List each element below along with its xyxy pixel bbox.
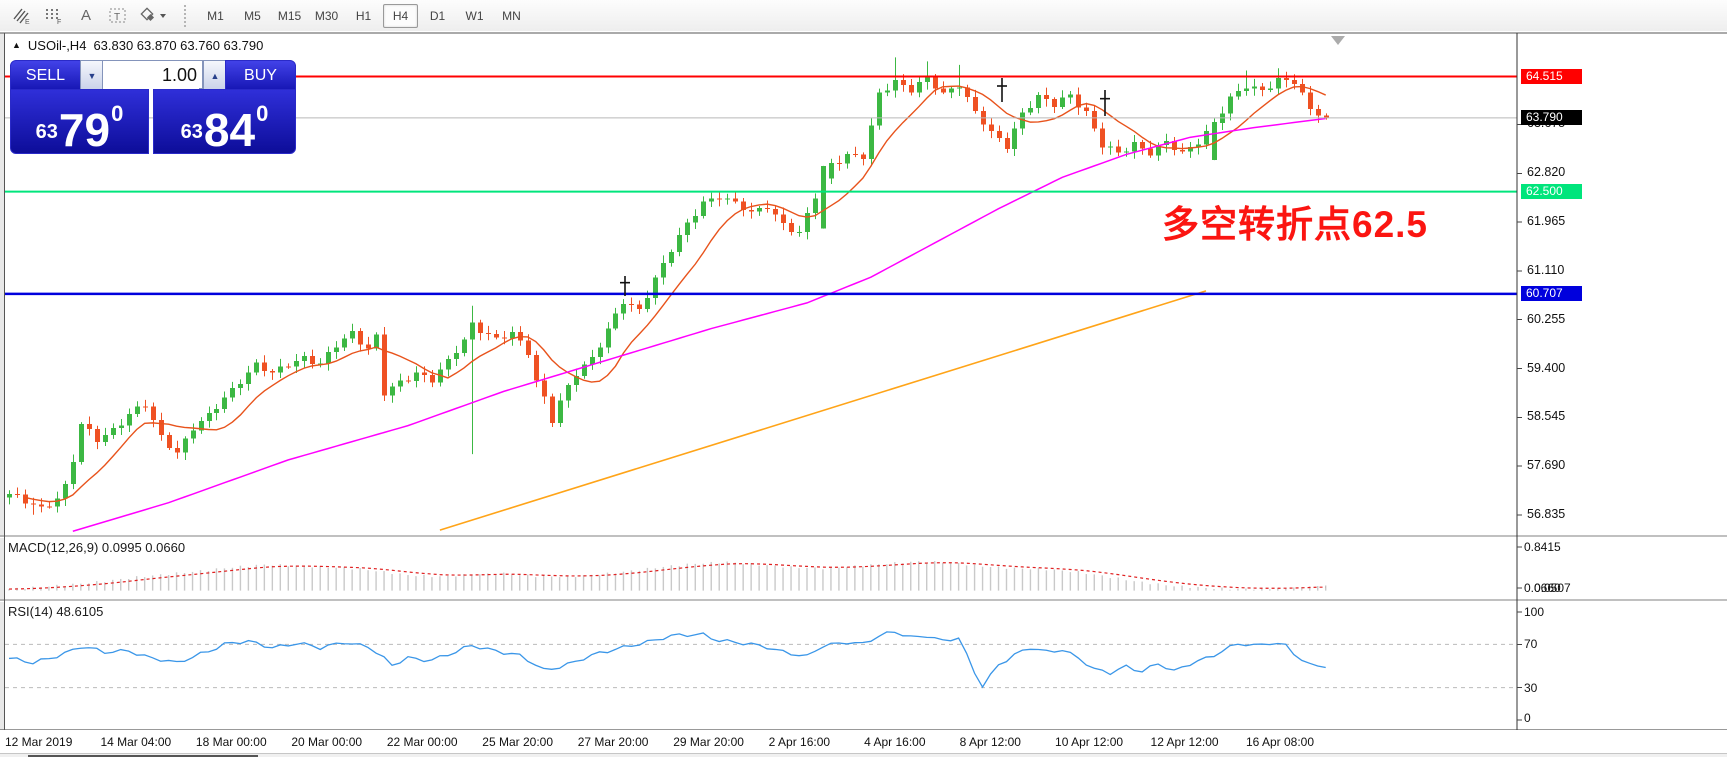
one-click-trade-panel: SELL ▼ ▲ BUY 63 79 0 63 84 0	[10, 58, 296, 154]
sell-button[interactable]: SELL	[10, 60, 81, 91]
chart-annotation-text: 多空转折点62.5	[1162, 204, 1429, 245]
time-label-8: 2 Apr 16:00	[768, 735, 831, 749]
price-tick-60.255: 60.255	[1527, 312, 1566, 326]
price-tick-61.110: 61.110	[1527, 263, 1565, 277]
symbol-name: USOil-,H4	[27, 38, 87, 53]
bottom-strip-segment	[28, 755, 258, 757]
time-label-0: 12 Mar 2019	[5, 735, 73, 749]
sell-price-display[interactable]: 63 79 0	[10, 89, 149, 154]
buy-price-display[interactable]: 63 84 0	[153, 89, 296, 154]
rsi-indicator-label: RSI(14) 48.6105	[8, 604, 104, 619]
buy-price-prefix: 63	[180, 121, 203, 143]
sell-price-main: 79	[58, 104, 111, 157]
svg-text:F: F	[57, 19, 61, 25]
buy-button[interactable]: BUY	[225, 60, 296, 91]
tf-button-m1[interactable]: M1	[207, 8, 224, 23]
sell-price-sup: 0	[111, 101, 124, 126]
time-label-3: 20 Mar 00:00	[291, 735, 363, 749]
time-label-1: 14 Mar 04:00	[100, 735, 172, 749]
time-label-9: 4 Apr 16:00	[864, 735, 926, 749]
time-label-11: 10 Apr 12:00	[1055, 735, 1124, 749]
price-tick-62.820: 62.820	[1527, 165, 1566, 179]
forecast-grid-icon[interactable]: F	[40, 3, 68, 29]
tf-button-m5[interactable]: M5	[244, 8, 261, 23]
orange-trendline	[439, 290, 1207, 531]
main-price-panel	[5, 57, 1517, 532]
price-tick-56.835: 56.835	[1527, 507, 1566, 521]
chart-window: ▲ USOil-,H4 63.830 63.870 63.760 63.790 …	[0, 31, 1727, 757]
symbol-ohlc: 63.830 63.870 63.760 63.790	[93, 38, 264, 53]
time-label-6: 27 Mar 20:00	[577, 735, 649, 749]
expert-hatch-icon[interactable]: E	[8, 3, 36, 29]
tf-button-w1[interactable]: W1	[465, 8, 484, 23]
tf-button-m15[interactable]: M15	[277, 8, 302, 23]
magenta-ma-line	[72, 117, 1326, 532]
tf-button-h1[interactable]: H1	[355, 8, 372, 23]
tf-button-d1[interactable]: D1	[429, 8, 446, 23]
chart-title: ▲ USOil-,H4 63.830 63.870 63.760 63.790	[12, 38, 263, 53]
price-badge-64.515: 64.515	[1521, 69, 1582, 84]
macd-signal-line	[8, 562, 1326, 590]
volume-decrease-button[interactable]: ▼	[80, 60, 104, 91]
time-label-7: 29 Mar 20:00	[673, 735, 744, 749]
text-box-icon[interactable]: T	[104, 3, 132, 29]
svg-text:E: E	[25, 19, 30, 25]
svg-text:T: T	[114, 12, 120, 23]
cursor-objects-icon[interactable]	[136, 3, 172, 29]
buy-price-sup: 0	[256, 101, 269, 126]
macd-tick-0.0507: 0.0507	[1534, 581, 1571, 595]
rsi-tick-100: 100	[1524, 605, 1545, 619]
toolbar: E F A T	[0, 0, 1727, 32]
rsi-tick-70: 70	[1524, 637, 1538, 651]
rsi-panel	[5, 631, 1517, 689]
time-axis[interactable]: 12 Mar 2019 14 Mar 04:00 18 Mar 00:00 20 Ma…	[0, 730, 1727, 757]
price-badge-62.500: 62.500	[1521, 184, 1582, 199]
time-label-5: 25 Mar 20:00	[482, 735, 554, 749]
time-label-13: 16 Apr 08:00	[1245, 735, 1315, 749]
rsi-tick-30: 30	[1524, 681, 1538, 695]
macd-indicator-label: MACD(12,26,9) 0.0995 0.0660	[8, 540, 186, 555]
price-tick-57.690: 57.690	[1527, 458, 1566, 472]
bottom-strip	[0, 753, 1727, 757]
time-label-2: 18 Mar 00:00	[195, 735, 267, 749]
macd-tick-0.0660: 0.0660	[1524, 581, 1561, 595]
macd-panel	[8, 561, 1327, 591]
rsi-tick-0: 0	[1524, 711, 1531, 725]
fast-ma-line	[24, 85, 1326, 503]
tf-button-h4[interactable]: H4	[383, 3, 418, 28]
time-label-10: 8 Apr 12:00	[959, 735, 1021, 749]
volume-increase-button[interactable]: ▲	[203, 60, 227, 91]
tf-button-mn[interactable]: MN	[502, 8, 521, 23]
text-label-icon[interactable]: A	[80, 7, 91, 24]
volume-input[interactable]	[103, 62, 199, 89]
price-badge-63.790: 63.790	[1521, 110, 1582, 125]
price-tick-58.545: 58.545	[1527, 409, 1566, 423]
volume-field-box	[102, 60, 203, 89]
rsi-line	[8, 631, 1326, 689]
time-label-4: 22 Mar 00:00	[386, 735, 458, 749]
price-tick-61.965: 61.965	[1527, 214, 1566, 228]
time-label-12: 12 Apr 12:00	[1150, 735, 1219, 749]
buy-price-main: 84	[203, 104, 256, 157]
price-axis[interactable]: 63.67562.82061.96561.11060.25559.40058.5…	[1518, 31, 1727, 757]
symbol-marker-icon: ▲	[12, 39, 21, 50]
sell-price-prefix: 63	[35, 121, 58, 143]
price-tick-59.400: 59.400	[1527, 361, 1566, 375]
toolbar-separator	[184, 4, 191, 27]
chart-shift-marker-icon	[1331, 36, 1345, 45]
macd-tick-0.8415: 0.8415	[1524, 540, 1561, 554]
price-badge-60.707: 60.707	[1521, 286, 1582, 301]
tf-button-m30[interactable]: M30	[314, 8, 339, 23]
